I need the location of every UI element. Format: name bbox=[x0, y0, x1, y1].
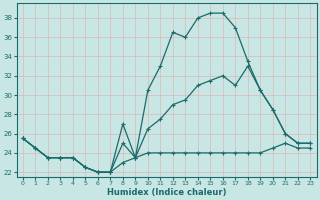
X-axis label: Humidex (Indice chaleur): Humidex (Indice chaleur) bbox=[107, 188, 226, 197]
